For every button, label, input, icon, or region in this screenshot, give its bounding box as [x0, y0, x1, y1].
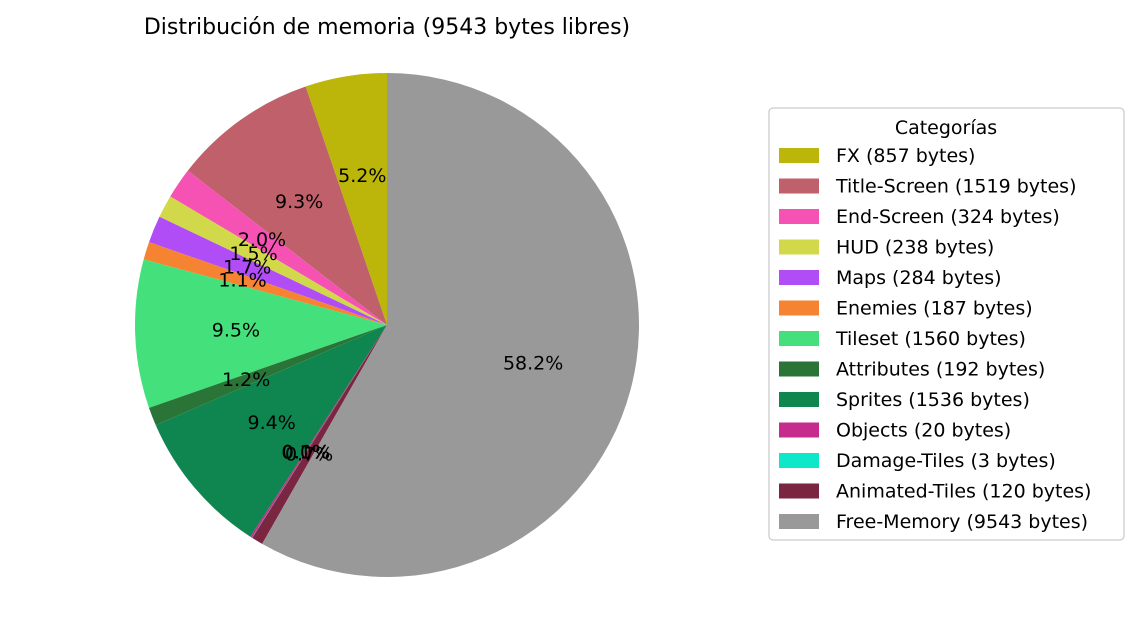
legend-title: Categorías — [895, 117, 997, 139]
pie-slice-5 — [143, 242, 387, 325]
pie-slice-label-4: 1.7% — [223, 257, 271, 279]
pie-percent-labels: 5.2% 9.3% 2.0%1.5%1.7%1.1% 9.5% 1.2% 9.4% 0.1%… — [212, 165, 564, 466]
legend-label-11: Animated-Tiles (120 bytes) — [836, 481, 1091, 503]
legend-swatch-5 — [779, 300, 819, 316]
pie-slice-10 — [251, 325, 387, 538]
pie-slice-9 — [250, 325, 387, 538]
pie-slice-11 — [252, 325, 387, 544]
legend-swatch-11 — [779, 483, 819, 499]
pie-slice-label-7: 1.2% — [222, 369, 270, 391]
legend-label-12: Free-Memory (9543 bytes) — [836, 511, 1088, 533]
pie-slice-label-10: 0.0% — [282, 442, 330, 464]
legend-swatch-12 — [779, 514, 819, 529]
pie-slice-12 — [262, 73, 640, 577]
pie-slice-label-9: 0.1% — [281, 441, 329, 463]
legend-swatch-1 — [779, 178, 819, 194]
legend-swatch-2 — [779, 209, 819, 224]
pie-slice-label-5: 1.1% — [218, 269, 266, 291]
legend-label-2: End-Screen (324 bytes) — [836, 206, 1060, 228]
pie-slice-label-11: 0.7% — [285, 444, 333, 466]
legend-label-6: Tileset (1560 bytes) — [835, 328, 1026, 350]
legend-swatch-9 — [779, 422, 819, 438]
legend-label-3: HUD (238 bytes) — [836, 237, 994, 259]
legend-swatch-8 — [779, 392, 819, 407]
pie-slice-2 — [170, 170, 387, 325]
pie-slice-label-8: 9.4% — [248, 412, 296, 434]
legend-label-0: FX (857 bytes) — [836, 145, 975, 167]
chart-title: Distribución de memoria (9543 bytes libr… — [144, 15, 630, 40]
legend-swatch-3 — [779, 239, 819, 255]
pie-slice-0 — [305, 73, 387, 325]
legend-label-10: Damage-Tiles (3 bytes) — [836, 450, 1056, 472]
legend-frame — [768, 107, 1125, 541]
legend-swatch-6 — [779, 331, 819, 346]
pie-slice-label-1: 9.3% — [275, 191, 323, 213]
legend-label-7: Attributes (192 bytes) — [836, 359, 1045, 381]
pie-slices — [135, 73, 640, 577]
legend-items: FX (857 bytes) Title-Screen (1519 bytes) E… — [779, 145, 1091, 533]
legend-label-8: Sprites (1536 bytes) — [836, 389, 1030, 411]
pie-slice-3 — [159, 196, 387, 325]
pie-slice-label-0: 5.2% — [338, 165, 386, 187]
legend-label-1: Title-Screen (1519 bytes) — [835, 176, 1077, 198]
pie-slice-label-2: 2.0% — [238, 229, 286, 251]
legend-swatch-10 — [779, 453, 819, 468]
pie-slice-8 — [155, 325, 387, 537]
pie-slice-4 — [149, 216, 387, 325]
pie-slice-label-3: 1.5% — [229, 243, 277, 265]
legend-swatch-0 — [779, 148, 819, 163]
legend-label-9: Objects (20 bytes) — [836, 420, 1011, 442]
pie-slice-6 — [135, 259, 387, 408]
pie-slice-7 — [149, 325, 387, 426]
legend: Categorías FX (857 bytes) Title-Screen (1… — [768, 107, 1125, 541]
pie-slice-label-12: 58.2% — [503, 353, 563, 375]
legend-swatch-7 — [779, 361, 819, 377]
legend-label-5: Enemies (187 bytes) — [836, 298, 1033, 320]
pie-slice-label-6: 9.5% — [212, 319, 260, 341]
pie-slice-1 — [187, 86, 387, 325]
legend-swatch-4 — [779, 270, 819, 285]
legend-label-4: Maps (284 bytes) — [836, 267, 1002, 289]
